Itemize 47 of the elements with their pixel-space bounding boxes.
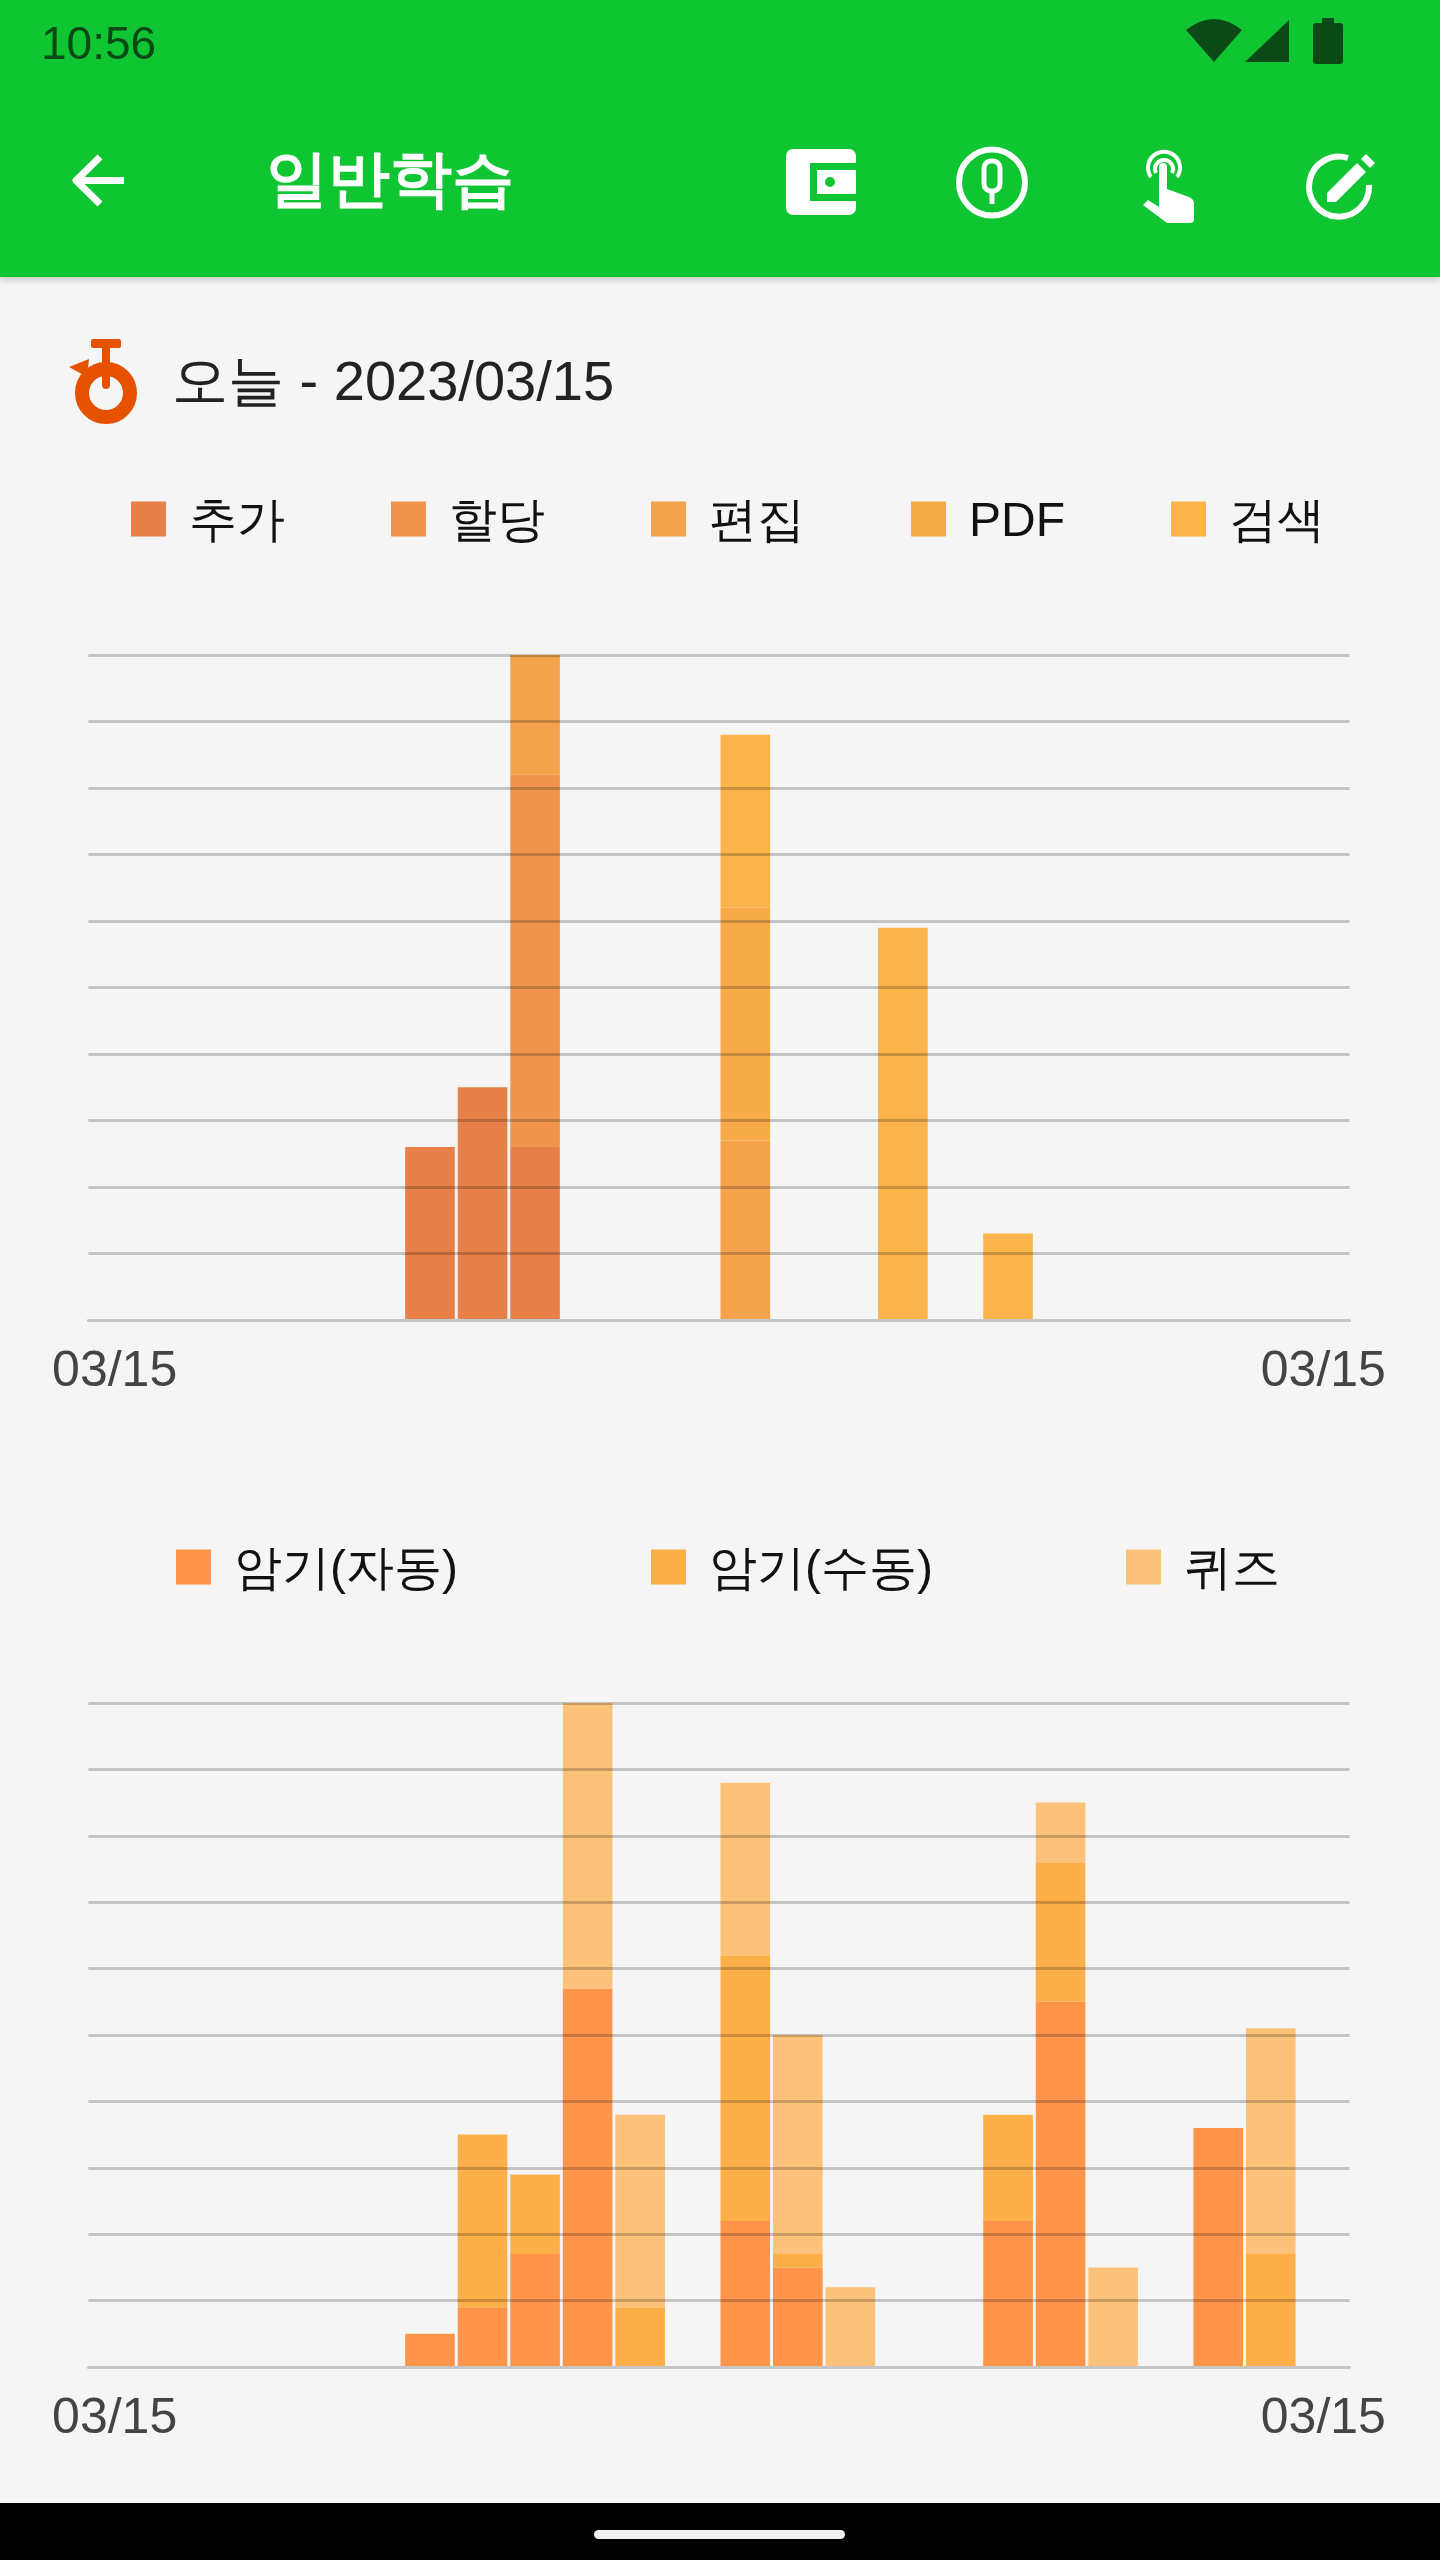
bar [773, 2267, 823, 2367]
bar [510, 655, 560, 775]
bar [773, 2035, 823, 2255]
bar [1245, 2254, 1296, 2367]
legend-label: 암기(수동) [709, 1540, 933, 1594]
bar [457, 1087, 508, 1320]
bar [773, 2254, 823, 2268]
bar [615, 2114, 665, 2308]
bar [825, 2287, 876, 2367]
bar [457, 2134, 508, 2308]
bar [720, 1955, 771, 2221]
bar [562, 1703, 613, 1989]
bar [1088, 2267, 1138, 2367]
bar [983, 2220, 1033, 2367]
bar [615, 2307, 665, 2367]
bar [510, 2254, 560, 2367]
bar [405, 1147, 455, 1320]
bar [1035, 1862, 1086, 2002]
legend-label: 할당 [449, 492, 545, 546]
legend-label: 퀴즈 [1184, 1540, 1280, 1594]
bar [1193, 2127, 1244, 2367]
bar [510, 2174, 560, 2255]
legend-label: PDF [969, 492, 1065, 546]
bar [720, 2220, 771, 2367]
chart-title: 일반학습 [266, 143, 514, 215]
text: 10:56 [41, 17, 157, 69]
bar [1245, 2028, 1296, 2255]
bar [1035, 1802, 1086, 1863]
bar [720, 1782, 771, 1956]
x-tick-label: 03/15 [52, 2388, 178, 2444]
x-tick-label: 03/15 [1260, 2388, 1386, 2444]
legend-label: 검색 [1229, 492, 1325, 546]
legend-label: 암기(자동) [234, 1540, 458, 1594]
bar [562, 1988, 613, 2367]
chart-subtitle: 오늘 - 2023/03/15 [172, 348, 615, 414]
bar [405, 2333, 455, 2367]
bar [510, 1147, 560, 1320]
legend-label: 편집 [709, 492, 805, 546]
bar [983, 1233, 1033, 1320]
bar [983, 2114, 1033, 2221]
bar [457, 2307, 508, 2367]
bar [878, 927, 928, 1320]
x-tick-label: 03/15 [52, 1341, 178, 1397]
bar [510, 774, 560, 1148]
x-tick-label: 03/15 [1260, 1341, 1386, 1397]
bar [1035, 2001, 1086, 2367]
legend-label: 추가 [189, 492, 285, 546]
